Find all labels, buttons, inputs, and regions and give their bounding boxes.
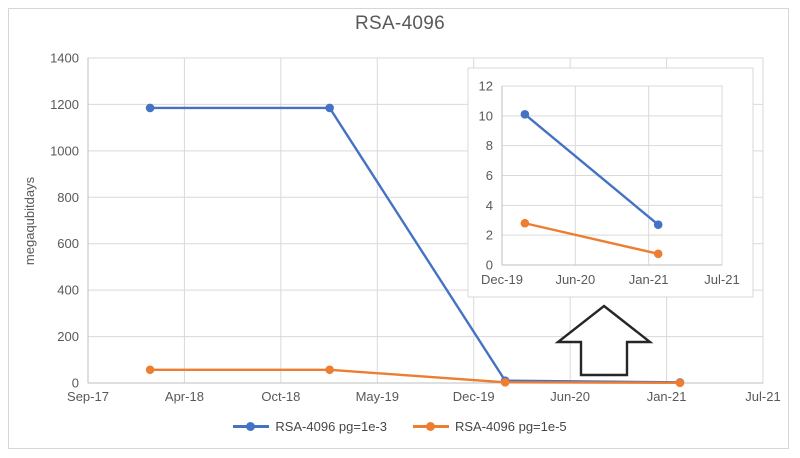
legend-label: RSA-4096 pg=1e-3 bbox=[275, 419, 387, 434]
legend-item-pg1e-3: RSA-4096 pg=1e-3 bbox=[233, 419, 387, 434]
legend-label: RSA-4096 pg=1e-5 bbox=[455, 419, 567, 434]
legend-item-pg1e-5: RSA-4096 pg=1e-5 bbox=[413, 419, 567, 434]
data-point-marker-rsa-4096-pg-1e-3 bbox=[325, 103, 334, 113]
data-point-marker-rsa-4096-pg-1e-5 bbox=[325, 365, 334, 375]
y-tick-label: 0 bbox=[486, 258, 493, 273]
y-tick-label: 0 bbox=[72, 376, 79, 391]
data-point-marker-rsa-4096-pg-1e-5 bbox=[145, 365, 155, 375]
data-point-marker-rsa-4096-pg-1e-3 bbox=[145, 103, 155, 113]
x-tick-label: Jan-21 bbox=[629, 272, 669, 287]
data-point-marker-rsa-4096-pg-1e-3 bbox=[653, 220, 663, 230]
series-line-rsa-4096-pg-1e-5 bbox=[148, 368, 682, 385]
y-tick-label: 6 bbox=[486, 168, 493, 183]
x-tick-label: Jul-21 bbox=[745, 389, 780, 404]
x-tick-label: Sep-17 bbox=[67, 389, 109, 404]
x-tick-label: Jun-20 bbox=[555, 272, 595, 287]
data-point-marker-rsa-4096-pg-1e-5 bbox=[675, 378, 685, 388]
series-line-rsa-4096-pg-1e-5 bbox=[523, 222, 660, 256]
x-tick-label: Dec-19 bbox=[453, 389, 495, 404]
y-tick-label: 12 bbox=[479, 79, 493, 94]
legend-line-marker-blue-icon bbox=[233, 420, 270, 433]
figure-frame bbox=[8, 8, 789, 449]
y-tick-label: 1200 bbox=[50, 97, 79, 112]
y-tick-label: 800 bbox=[57, 190, 79, 205]
legend-line-marker-orange-icon bbox=[413, 420, 449, 433]
inset-zoom-chart: 0 2 4 6 8 10 12 Dec-19 Jun-20 Jan-21 Jul-21 bbox=[479, 79, 740, 288]
y-tick-label: 8 bbox=[486, 138, 493, 153]
data-point-marker-rsa-4096-pg-1e-5 bbox=[653, 249, 663, 259]
data-point-marker-rsa-4096-pg-1e-5 bbox=[500, 378, 510, 387]
y-tick-label: 2 bbox=[486, 228, 493, 243]
x-tick-label: May-19 bbox=[356, 389, 399, 404]
legend: RSA-4096 pg=1e-3 RSA-4096 pg=1e-5 bbox=[0, 419, 800, 434]
data-point-marker-rsa-4096-pg-1e-5 bbox=[520, 218, 530, 228]
y-tick-label: 4 bbox=[486, 198, 493, 213]
y-tick-label: 400 bbox=[57, 283, 79, 298]
y-tick-label: 1000 bbox=[50, 143, 79, 158]
x-tick-label: Jun-20 bbox=[550, 389, 590, 404]
y-axis-title: megaqubitdays bbox=[22, 176, 37, 265]
chart-title: RSA-4096 bbox=[354, 13, 446, 34]
data-point-marker-rsa-4096-pg-1e-3 bbox=[520, 110, 530, 119]
x-tick-label: Apr-18 bbox=[165, 389, 204, 404]
x-tick-label: Jul-21 bbox=[704, 272, 739, 287]
series-line-rsa-4096-pg-1e-3 bbox=[523, 113, 660, 226]
y-tick-label: 600 bbox=[57, 236, 79, 251]
x-tick-label: Dec-19 bbox=[481, 272, 523, 287]
y-tick-label: 10 bbox=[479, 108, 493, 123]
x-tick-label: Jan-21 bbox=[647, 389, 687, 404]
y-tick-label: 1400 bbox=[50, 51, 79, 66]
x-tick-label: Oct-18 bbox=[261, 389, 300, 404]
inset-box bbox=[467, 67, 754, 298]
zoom-up-block-arrow-icon bbox=[554, 304, 654, 377]
y-tick-label: 200 bbox=[57, 329, 79, 344]
